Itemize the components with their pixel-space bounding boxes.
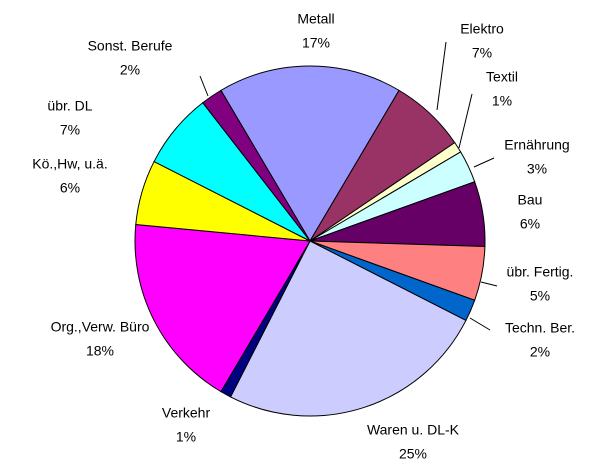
leader-line bbox=[480, 281, 498, 287]
slice-label: Elektro bbox=[460, 21, 504, 37]
slice-value: 1% bbox=[492, 93, 512, 109]
slice-label: Bau bbox=[518, 192, 543, 208]
slice-label: Metall bbox=[297, 11, 334, 27]
slice-label: Sonst. Berufe bbox=[88, 38, 173, 54]
leader-line bbox=[458, 93, 473, 149]
slice-value: 25% bbox=[399, 446, 427, 461]
slice-value: 7% bbox=[472, 45, 492, 61]
pie-slice bbox=[220, 65, 400, 242]
slice-value: 7% bbox=[60, 122, 80, 138]
slice-value: 6% bbox=[60, 180, 80, 196]
leader-line bbox=[469, 317, 491, 331]
slice-label: Kö.,Hw, u.ä. bbox=[32, 156, 107, 172]
slice-label: übr. Fertig. bbox=[507, 264, 574, 280]
leader-lines bbox=[199, 41, 498, 331]
slice-label: Textil bbox=[486, 69, 518, 85]
slice-value: 3% bbox=[527, 161, 547, 177]
slice-label: Verkehr bbox=[162, 405, 211, 421]
slice-value: 18% bbox=[86, 343, 114, 359]
slice-value: 17% bbox=[302, 35, 330, 51]
slice-label: Ernährung bbox=[504, 137, 569, 153]
slice-label: Waren u. DL-K bbox=[367, 422, 460, 438]
pie-slice bbox=[229, 240, 467, 417]
pie-slice bbox=[134, 223, 311, 393]
slice-value: 5% bbox=[530, 288, 550, 304]
slice-label: übr. DL bbox=[47, 98, 92, 114]
slice-label: Org.,Verw. Büro bbox=[51, 319, 150, 335]
leader-line bbox=[436, 41, 447, 111]
leader-line bbox=[199, 75, 209, 97]
slice-label: Techn. Ber. bbox=[505, 320, 575, 336]
slice-value: 6% bbox=[520, 216, 540, 232]
slice-value: 2% bbox=[120, 62, 140, 78]
slice-value: 1% bbox=[176, 429, 196, 445]
slice-value: 2% bbox=[530, 344, 550, 360]
pie-slice bbox=[202, 89, 311, 242]
leader-line bbox=[473, 157, 495, 168]
